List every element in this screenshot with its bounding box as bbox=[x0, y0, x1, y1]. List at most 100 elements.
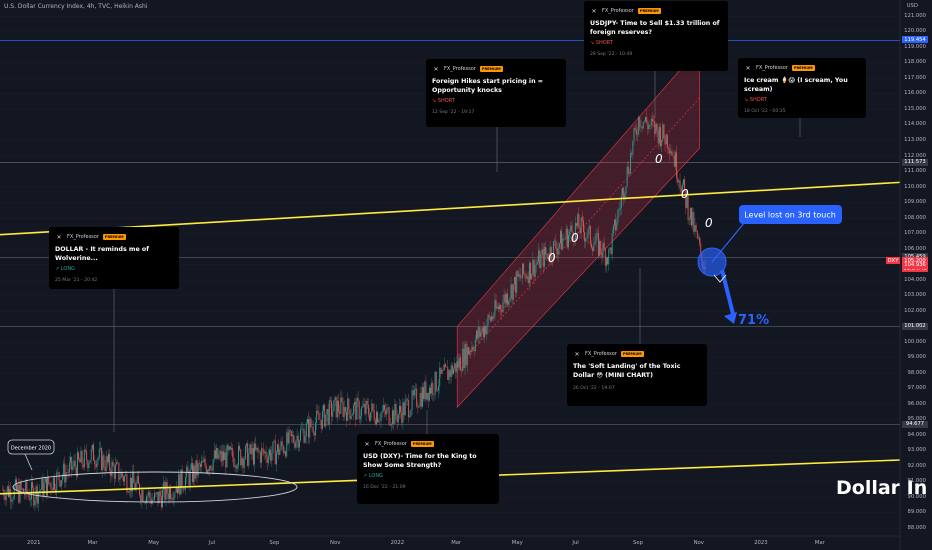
candle-body bbox=[645, 117, 646, 122]
y-tick-label: 89.000 bbox=[907, 509, 926, 516]
candle-body bbox=[87, 460, 89, 468]
idea-card-wolverine[interactable]: ✕ FX_Professor PREMIUM DOLLAR - It reminds… bbox=[49, 227, 179, 289]
candle-body bbox=[286, 432, 288, 457]
candle-body bbox=[44, 477, 46, 483]
idea-card-soft-landing[interactable]: ✕ FX_Professor PREMIUM The 'Soft Landing' … bbox=[567, 344, 707, 406]
candle-body bbox=[378, 420, 380, 423]
candle-body bbox=[45, 477, 47, 496]
idea-card-usdjpy[interactable]: ✕ FX_Professor PREMIUM USDJPY- Time to Sel… bbox=[584, 1, 728, 71]
candle-body bbox=[677, 177, 679, 183]
candle-body bbox=[193, 465, 195, 482]
candle-body bbox=[614, 219, 615, 226]
candle-body bbox=[561, 230, 563, 250]
y-tick-label: 94.000 bbox=[907, 431, 926, 438]
candle-body bbox=[554, 240, 556, 242]
idea-card-foreign-hikes[interactable]: ✕ FX_Professor PREMIUM Foreign Hikes start… bbox=[426, 59, 566, 127]
candle-body bbox=[171, 498, 173, 500]
idea-signal: ↘ SHORT bbox=[590, 40, 613, 46]
idea-card-king-strength[interactable]: ✕ FX_Professor PREMIUM USD (DXY)- Time for… bbox=[357, 434, 499, 504]
candle-body bbox=[124, 475, 126, 482]
idea-date: 28 Sep '22 - 10:49 bbox=[590, 52, 633, 57]
candle-body bbox=[334, 397, 336, 401]
y-tick-label: 88.000 bbox=[907, 524, 926, 531]
candle-body bbox=[81, 450, 83, 465]
candle-body bbox=[271, 453, 273, 461]
candle-body bbox=[479, 327, 481, 337]
candle-body bbox=[517, 271, 519, 277]
candle-body bbox=[135, 483, 137, 491]
candle-body bbox=[542, 249, 544, 267]
candle-body bbox=[413, 389, 415, 396]
candle-body bbox=[244, 446, 246, 459]
candle-body bbox=[577, 214, 579, 226]
candle-body bbox=[676, 152, 678, 178]
candle-body bbox=[288, 429, 290, 444]
idea-card-ice-cream[interactable]: ✕ FX_Professor PREMIUM Ice cream 🍦😱 (I scr… bbox=[738, 58, 866, 118]
candle-body bbox=[66, 472, 68, 473]
candle-body bbox=[425, 381, 427, 400]
candle-body bbox=[565, 228, 567, 239]
x-tick-label: Jul bbox=[208, 540, 216, 546]
candle-body bbox=[655, 123, 657, 134]
candle-body bbox=[642, 121, 644, 129]
candle-body bbox=[502, 302, 504, 313]
idea-signal: ↗ LONG bbox=[363, 473, 383, 479]
candle-body bbox=[656, 123, 658, 131]
candle-body bbox=[440, 367, 442, 374]
candle-body bbox=[4, 495, 6, 501]
candle-body bbox=[601, 253, 603, 258]
idea-connectors bbox=[113, 71, 801, 434]
percent-label: 71% bbox=[738, 313, 769, 328]
y-tick-label: 120.000 bbox=[904, 28, 926, 35]
candle-body bbox=[156, 492, 158, 494]
candle-body bbox=[202, 461, 204, 463]
candle-body bbox=[234, 465, 236, 467]
candle-body bbox=[336, 400, 338, 418]
candle-body bbox=[491, 316, 492, 321]
candle-body bbox=[198, 463, 200, 465]
candle-body bbox=[339, 411, 341, 414]
candle-body bbox=[129, 477, 131, 492]
candle-body bbox=[309, 418, 311, 438]
candle-body bbox=[465, 343, 467, 366]
candle-body bbox=[471, 346, 473, 352]
candle-body bbox=[11, 500, 13, 502]
candle-body bbox=[679, 180, 681, 188]
candle-body bbox=[238, 446, 239, 466]
x-tick-label: 2021 bbox=[27, 540, 41, 546]
candle-body bbox=[691, 207, 692, 226]
candle-body bbox=[597, 233, 599, 256]
candle-body bbox=[583, 220, 584, 233]
candle-body bbox=[579, 228, 581, 234]
candle-body bbox=[354, 401, 356, 406]
candle-body bbox=[232, 448, 234, 458]
small-arrow-icon bbox=[713, 274, 727, 283]
candle-body bbox=[78, 452, 80, 460]
candle-body bbox=[228, 446, 230, 450]
candle-body bbox=[40, 489, 42, 491]
candle-body bbox=[478, 327, 480, 339]
candle-body bbox=[649, 124, 651, 126]
candle-body bbox=[496, 306, 498, 309]
candle-body bbox=[265, 451, 267, 459]
candle-body bbox=[226, 445, 228, 468]
candle-body bbox=[281, 441, 283, 447]
candle-body bbox=[546, 253, 548, 255]
candle-body bbox=[128, 491, 130, 493]
candle-body bbox=[22, 488, 24, 494]
candle-body bbox=[319, 419, 321, 421]
candle-body bbox=[148, 491, 150, 497]
candle-body bbox=[333, 400, 335, 412]
candle-body bbox=[420, 393, 422, 407]
candle-body bbox=[110, 470, 112, 477]
candle-body bbox=[206, 469, 208, 474]
candle-body bbox=[519, 274, 521, 279]
y-tick-label: 92.000 bbox=[907, 462, 926, 469]
candle-body bbox=[387, 407, 389, 409]
candle-body bbox=[470, 351, 472, 352]
idea-author: FX_Professor bbox=[444, 66, 476, 72]
candle-body bbox=[10, 489, 12, 502]
candle-body bbox=[158, 491, 160, 504]
candle-body bbox=[426, 392, 428, 400]
